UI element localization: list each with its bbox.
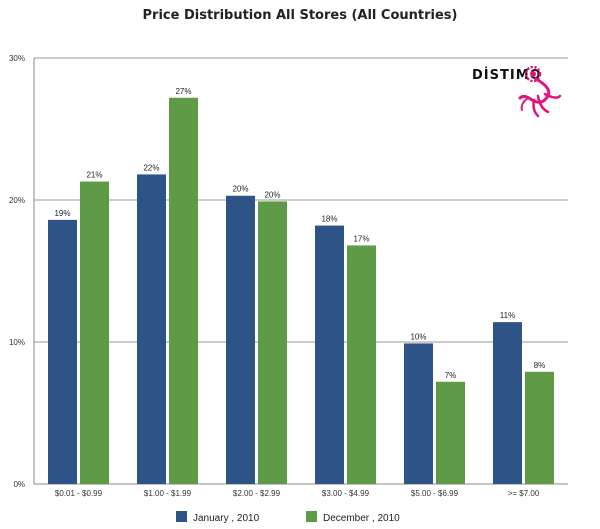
x-tick-label: $2.00 - $2.99 xyxy=(233,489,281,498)
bar xyxy=(137,174,166,484)
octopus-icon xyxy=(518,65,562,118)
data-label: 17% xyxy=(353,234,369,243)
data-label: 11% xyxy=(500,311,515,320)
bar xyxy=(169,97,198,484)
bar xyxy=(525,371,554,484)
data-label: 8% xyxy=(534,361,546,370)
data-label: 27% xyxy=(175,87,191,96)
grid: 0% 10% 20% 30% xyxy=(9,54,568,489)
y-tick-label: 30% xyxy=(9,54,25,63)
distimo-logo: DİSTIMO xyxy=(472,65,562,118)
bar xyxy=(493,322,522,484)
x-tick-label: $3.00 - $4.99 xyxy=(322,489,370,498)
y-tick-label: 20% xyxy=(9,196,25,205)
y-tick-label: 10% xyxy=(9,338,25,347)
data-label: 20% xyxy=(232,185,248,194)
bar xyxy=(48,219,77,484)
data-label: 18% xyxy=(321,215,337,224)
x-tick-label: $5.00 - $6.99 xyxy=(411,489,459,498)
data-label: 22% xyxy=(143,163,159,172)
legend-swatch xyxy=(306,511,317,522)
bar xyxy=(404,343,433,484)
x-axis-ticks: $0.01 - $0.99 $1.00 - $1.99 $2.00 - $2.99 $… xyxy=(55,489,540,498)
x-tick-label: >= $7.00 xyxy=(508,489,540,498)
legend-label: December , 2010 xyxy=(323,513,400,524)
y-tick-label: 0% xyxy=(13,480,25,489)
data-label: 10% xyxy=(410,332,426,341)
legend-label: January , 2010 xyxy=(193,513,260,524)
data-label: 21% xyxy=(86,171,102,180)
bar xyxy=(226,195,255,485)
bar xyxy=(315,225,344,484)
bar xyxy=(347,245,376,484)
legend-swatch xyxy=(176,511,187,522)
data-label: 19% xyxy=(54,209,70,218)
bars: 19% 21% 22% 27% 20% 20% 18% 17% 10% 7% 11% 8% xyxy=(48,87,554,485)
bar xyxy=(258,201,287,485)
bar xyxy=(436,381,465,484)
legend: January , 2010 December , 2010 xyxy=(176,511,400,524)
x-tick-label: $0.01 - $0.99 xyxy=(55,489,103,498)
chart-title: Price Distribution All Stores (All Count… xyxy=(143,8,458,23)
x-tick-label: $1.00 - $1.99 xyxy=(144,489,192,498)
logo-wordmark: DİSTIMO xyxy=(472,67,542,83)
data-label: 20% xyxy=(264,190,280,199)
bar xyxy=(80,181,109,485)
data-label: 7% xyxy=(445,371,457,380)
